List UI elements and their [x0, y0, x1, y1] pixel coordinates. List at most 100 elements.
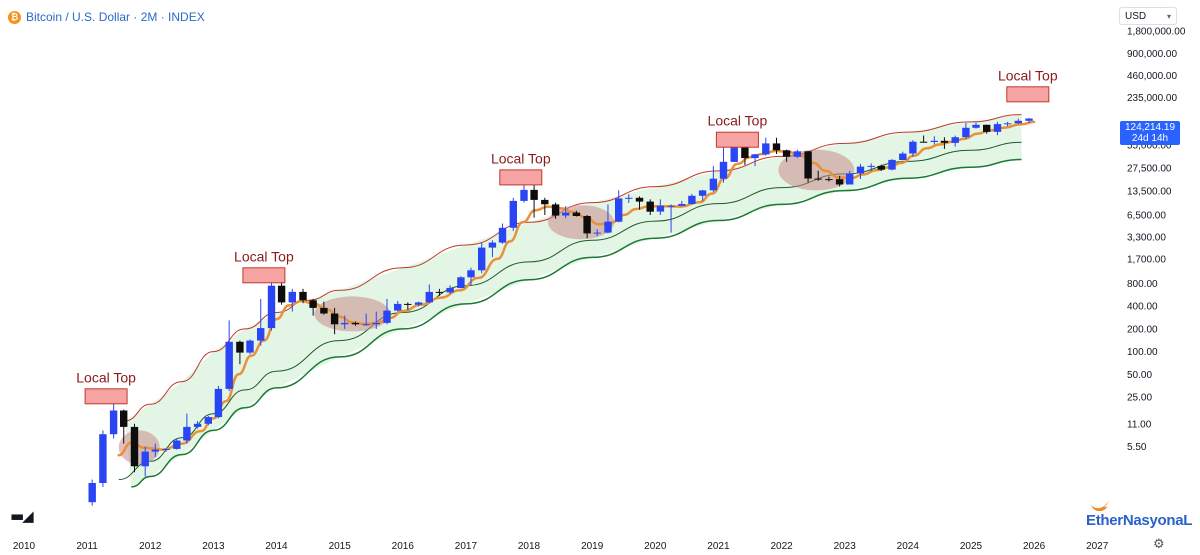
candle-body [793, 151, 801, 157]
candle [299, 288, 307, 304]
y-tick-label: 25.00 [1127, 393, 1152, 404]
candle [793, 149, 801, 159]
candle-body [1003, 123, 1012, 125]
y-tick-label: 200.00 [1127, 324, 1158, 335]
candle [414, 301, 423, 307]
candle-body [457, 277, 465, 288]
x-tick-label: 2010 [13, 541, 36, 552]
candle [762, 137, 770, 156]
candle [604, 204, 612, 234]
candle [288, 288, 296, 312]
candle [993, 121, 1002, 136]
price-axis[interactable]: 1,800,000.00 900,000.00 460,000.00 235,000.… [1127, 27, 1186, 454]
candle [498, 223, 507, 244]
candle-body [341, 322, 349, 325]
candle [530, 183, 538, 218]
annotation-label: Local Top [234, 248, 294, 264]
candle [688, 193, 696, 205]
candle-body [414, 302, 423, 305]
candle-body [120, 410, 128, 427]
tradingview-logo-icon[interactable]: ▬◢ [10, 507, 34, 525]
annotation-label: Local Top [76, 369, 136, 385]
symbol-title[interactable]: Bitcoin / U.S. Dollar · 2M · INDEX [26, 10, 205, 24]
candle [856, 163, 865, 180]
candle [383, 298, 391, 325]
candle [919, 135, 928, 143]
candle-body [193, 423, 202, 427]
candle-body [109, 410, 118, 435]
chart-header: ₿ Bitcoin / U.S. Dollar · 2M · INDEX [8, 9, 205, 25]
x-tick-label: 2019 [581, 541, 604, 552]
candle [351, 321, 360, 326]
candle-body [204, 417, 212, 424]
candle [88, 479, 96, 506]
candle-body [962, 127, 970, 138]
candle [678, 200, 686, 207]
candle-body [467, 270, 475, 278]
candle-body [498, 227, 507, 243]
candle-body [867, 165, 875, 167]
candle-body [257, 328, 265, 341]
candle-body [846, 173, 854, 185]
candle-body [562, 212, 570, 216]
candle [835, 175, 844, 187]
candle [593, 229, 601, 237]
last-price-value: 124,214.19 [1124, 122, 1176, 133]
channel-layer [118, 114, 1022, 488]
candle-body [993, 124, 1002, 132]
candle-body [214, 388, 223, 418]
gear-icon[interactable]: ⚙ [1153, 537, 1165, 552]
bird-icon [1091, 500, 1109, 512]
candle [446, 285, 454, 295]
candle-body [309, 300, 317, 308]
candle [583, 215, 591, 239]
candle-body [656, 205, 665, 212]
candle [425, 284, 433, 304]
candle-body [751, 154, 759, 159]
x-tick-label: 2015 [329, 541, 352, 552]
candle [615, 190, 623, 223]
candle [362, 313, 370, 326]
currency-value: USD [1125, 10, 1147, 22]
candle [257, 298, 265, 346]
x-tick-label: 2026 [1023, 541, 1046, 552]
x-tick-label: 2021 [707, 541, 730, 552]
candle [1014, 118, 1022, 124]
candle-body [730, 143, 738, 162]
candle [309, 298, 317, 316]
x-tick-label: 2020 [644, 541, 667, 552]
candle-body [888, 159, 896, 170]
y-tick-label: 6,500.00 [1127, 211, 1166, 222]
candle [236, 340, 244, 365]
currency-select[interactable]: USD ▾ [1119, 7, 1177, 25]
candle-body [782, 150, 791, 157]
y-tick-label: 100.00 [1127, 347, 1158, 358]
candle-body [246, 340, 254, 353]
candle [457, 276, 465, 289]
candle-body [267, 285, 276, 329]
y-tick-label: 800.00 [1127, 279, 1158, 290]
candle-body [709, 178, 718, 191]
x-tick-label: 2022 [770, 541, 793, 552]
candle [782, 149, 791, 162]
candle [940, 137, 949, 149]
candle-body [151, 449, 159, 452]
channel-fill [125, 114, 1022, 487]
candle-body [983, 124, 991, 132]
x-tick-label: 2013 [202, 541, 225, 552]
annotation-box [715, 131, 759, 148]
annotation-label: Local Top [491, 150, 551, 166]
candle [246, 339, 254, 355]
candle [804, 150, 812, 183]
candle-body [236, 341, 244, 353]
candle-body [688, 195, 696, 204]
candle-body [667, 205, 675, 207]
bitcoin-icon: ₿ [8, 10, 21, 24]
time-axis[interactable]: 2010 2011 2012 2013 2014 2015 2016 2017 2018 2019… [13, 541, 1109, 552]
candle [1025, 118, 1033, 124]
y-tick-label: 27,500.00 [1127, 163, 1172, 174]
candle-body [372, 322, 380, 325]
channel-mid-line [118, 141, 1022, 481]
candle-body [330, 313, 339, 325]
